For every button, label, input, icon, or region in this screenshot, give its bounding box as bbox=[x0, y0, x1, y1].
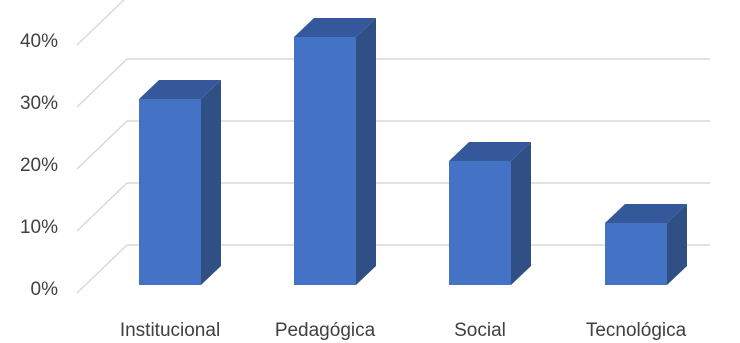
category-label: Social bbox=[454, 320, 506, 341]
bar-top-face bbox=[139, 80, 221, 99]
bar-side-face bbox=[356, 18, 376, 285]
y-tick-label: 30% bbox=[20, 93, 58, 114]
y-tick-label: 20% bbox=[20, 155, 58, 176]
gridline bbox=[76, 58, 710, 108]
y-tick-label: 40% bbox=[20, 31, 58, 52]
gridline bbox=[76, 120, 710, 170]
bar-side-face bbox=[667, 204, 687, 285]
bar-top-face bbox=[449, 142, 531, 161]
bar bbox=[449, 142, 531, 285]
y-tick-label: 0% bbox=[31, 279, 59, 300]
y-axis-tick-labels: 0% 10% 20% 30% 40% bbox=[20, 31, 58, 300]
bar-side-face bbox=[201, 80, 221, 285]
bar bbox=[605, 204, 687, 285]
bar-top-face bbox=[605, 204, 687, 223]
bar bbox=[294, 18, 376, 285]
category-label: Institucional bbox=[120, 320, 220, 341]
category-label: Tecnológica bbox=[586, 320, 687, 341]
bar-top-face bbox=[294, 18, 376, 37]
bar-front-face bbox=[139, 99, 201, 285]
bar bbox=[139, 80, 221, 285]
category-labels: Institucional Pedagógica Social Tecnológica bbox=[120, 320, 687, 341]
y-tick-label: 10% bbox=[20, 217, 58, 238]
bars bbox=[139, 18, 687, 285]
bar-side-face bbox=[511, 142, 531, 285]
gridline bbox=[76, 0, 125, 46]
category-label: Pedagógica bbox=[275, 320, 376, 341]
bar-front-face bbox=[294, 37, 356, 285]
bar-front-face bbox=[449, 161, 511, 285]
bar-front-face bbox=[605, 223, 667, 285]
